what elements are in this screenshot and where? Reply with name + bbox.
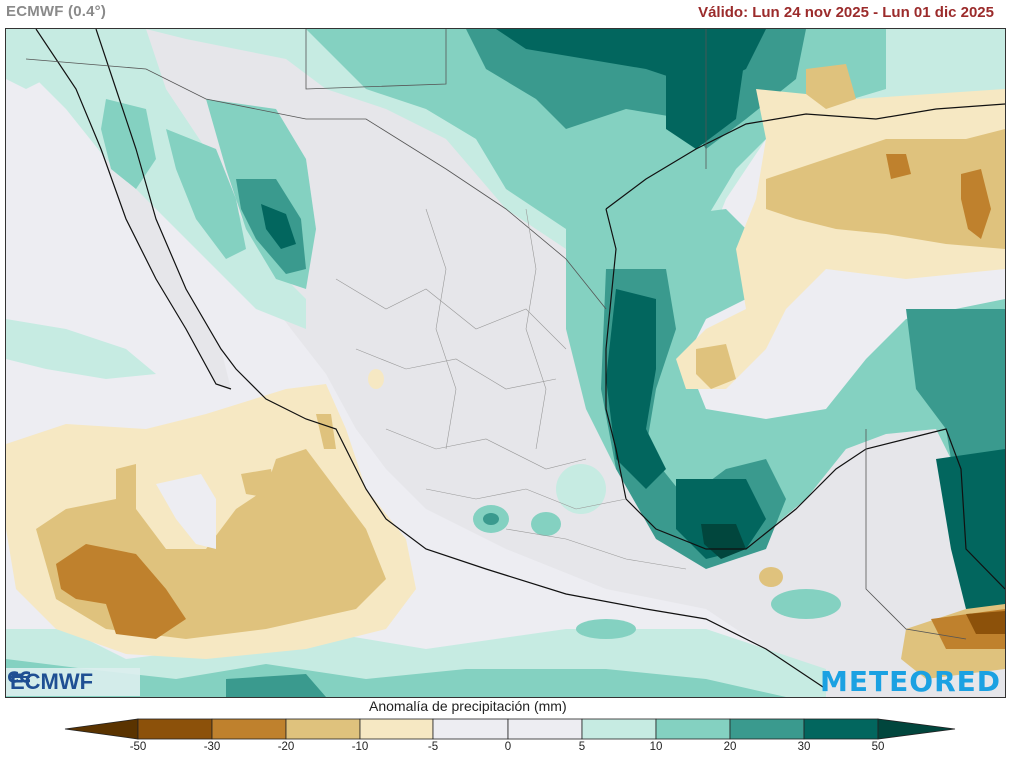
- borders: [25, 29, 967, 640]
- yucatan: [846, 429, 966, 589]
- valid-date-range: Válido: Lun 24 nov 2025 - Lun 01 dic 202…: [698, 4, 994, 21]
- ecmwf-logo-icon: [8, 671, 30, 683]
- legend-tick: -20: [277, 741, 295, 753]
- map-canvas: [6, 29, 1005, 697]
- precipitation-anomaly-map: ECMWF METEORED: [5, 28, 1006, 698]
- baja-california: [36, 29, 231, 389]
- legend-tick: 30: [797, 741, 811, 753]
- positive-anomaly-regions: [6, 29, 1005, 697]
- legend-tick: -50: [129, 741, 147, 753]
- legend-tick: 50: [871, 741, 885, 753]
- legend-tick: 20: [723, 741, 737, 753]
- legend-colorbar: [64, 718, 956, 740]
- negative-anomaly-regions: [6, 64, 1005, 679]
- meteored-logo: METEORED: [820, 665, 1001, 698]
- legend-tick: -30: [203, 741, 221, 753]
- model-title: ECMWF (0.4°): [6, 3, 107, 20]
- legend-tick: -10: [351, 741, 369, 753]
- legend-tick: 0: [504, 741, 512, 753]
- legend-tick: 5: [578, 741, 586, 753]
- legend-tick: 10: [649, 741, 663, 753]
- legend-tick: -5: [427, 741, 439, 753]
- coastlines: [35, 29, 1005, 690]
- state-borders: [335, 208, 687, 570]
- ecmwf-logo: ECMWF: [6, 668, 140, 696]
